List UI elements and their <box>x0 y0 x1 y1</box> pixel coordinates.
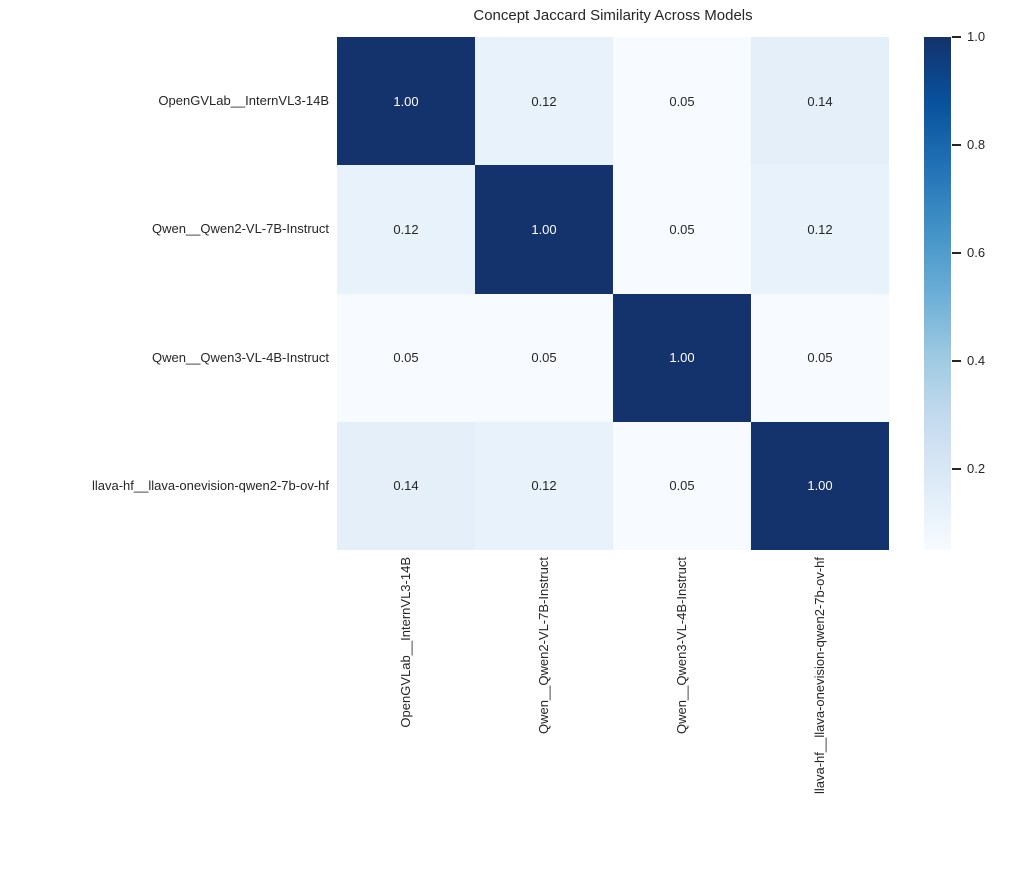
heatmap-grid: 1.00 0.12 0.05 0.14 0.12 1.00 0.05 0.12 0.05 0.05… <box>337 37 889 550</box>
colorbar-tick-label: 1.0 <box>967 29 986 44</box>
heatmap-cell: 0.12 <box>475 37 613 166</box>
cell-value: 0.05 <box>669 478 695 494</box>
y-tick-label: Qwen__Qwen2-VL-7B-Instruct <box>151 221 329 237</box>
colorbar-tick-label: 0.6 <box>967 245 986 260</box>
colorbar-gradient <box>924 37 951 550</box>
heatmap-cell: 0.05 <box>613 165 751 294</box>
y-tick-label: Qwen__Qwen3-VL-4B-Instruct <box>151 349 329 365</box>
colorbar-tick-label: 0.2 <box>967 461 986 476</box>
cell-value: 0.12 <box>531 478 557 494</box>
heatmap-cell: 0.05 <box>475 293 613 422</box>
x-tick-label: Qwen__Qwen2-VL-7B-Instruct <box>535 557 553 734</box>
cell-value: 0.05 <box>531 350 557 366</box>
colorbar-tick-label: 0.8 <box>967 137 986 152</box>
cell-value: 0.14 <box>393 478 419 494</box>
cell-value: 0.05 <box>669 221 695 237</box>
cell-value: 0.12 <box>807 221 833 237</box>
chart-title: Concept Jaccard Similarity Across Models <box>473 7 753 24</box>
x-tick-label: Qwen__Qwen3-VL-4B-Instruct <box>673 557 691 734</box>
heatmap-cell: 0.12 <box>337 165 475 294</box>
colorbar-tick <box>952 144 961 146</box>
heatmap-cell: 0.05 <box>613 421 751 550</box>
cell-value: 1.00 <box>393 93 419 109</box>
x-tick-label-text: Qwen__Qwen2-VL-7B-Instruct <box>536 557 551 735</box>
colorbar-tick <box>952 360 961 362</box>
y-tick-label: llava-hf__llava-onevision-qwen2-7b-ov-hf <box>91 477 329 493</box>
cell-value: 0.12 <box>393 221 419 237</box>
heatmap-cell: 0.12 <box>475 421 613 550</box>
y-tick-label: OpenGVLab__InternVL3-14B <box>158 93 329 109</box>
heatmap-cell: 1.00 <box>475 165 613 294</box>
heatmap-cell: 1.00 <box>751 421 889 550</box>
x-tick-label: llava-hf__llava-onevision-qwen2-7b-ov-hf <box>811 557 829 794</box>
heatmap-cell: 0.05 <box>613 37 751 166</box>
colorbar: 0.2 0.4 0.6 0.8 1.0 <box>924 29 985 550</box>
cell-value: 0.05 <box>807 350 833 366</box>
x-tick-label-text: llava-hf__llava-onevision-qwen2-7b-ov-hf <box>812 557 827 795</box>
colorbar-tick <box>952 468 961 470</box>
colorbar-tick <box>952 36 961 38</box>
heatmap-cell: 1.00 <box>613 293 751 422</box>
cell-value: 1.00 <box>669 350 695 366</box>
heatmap-cell: 1.00 <box>337 37 475 166</box>
colorbar-tick-label: 0.4 <box>967 353 986 368</box>
cell-value: 1.00 <box>531 221 557 237</box>
cell-value: 0.05 <box>393 350 419 366</box>
heatmap-cell: 0.05 <box>337 293 475 422</box>
cell-value: 0.14 <box>807 93 833 109</box>
x-tick-label: OpenGVLab__InternVL3-14B <box>397 557 415 728</box>
colorbar-tick <box>952 252 961 254</box>
heatmap-cell: 0.12 <box>751 165 889 294</box>
heatmap-cell: 0.14 <box>751 37 889 166</box>
heatmap-cell: 0.05 <box>751 293 889 422</box>
cell-value: 0.12 <box>531 93 557 109</box>
cell-value: 1.00 <box>807 478 833 494</box>
x-tick-label-text: Qwen__Qwen3-VL-4B-Instruct <box>674 557 689 735</box>
x-tick-label-text: OpenGVLab__InternVL3-14B <box>398 557 413 728</box>
heatmap-cell: 0.14 <box>337 421 475 550</box>
cell-value: 0.05 <box>669 93 695 109</box>
